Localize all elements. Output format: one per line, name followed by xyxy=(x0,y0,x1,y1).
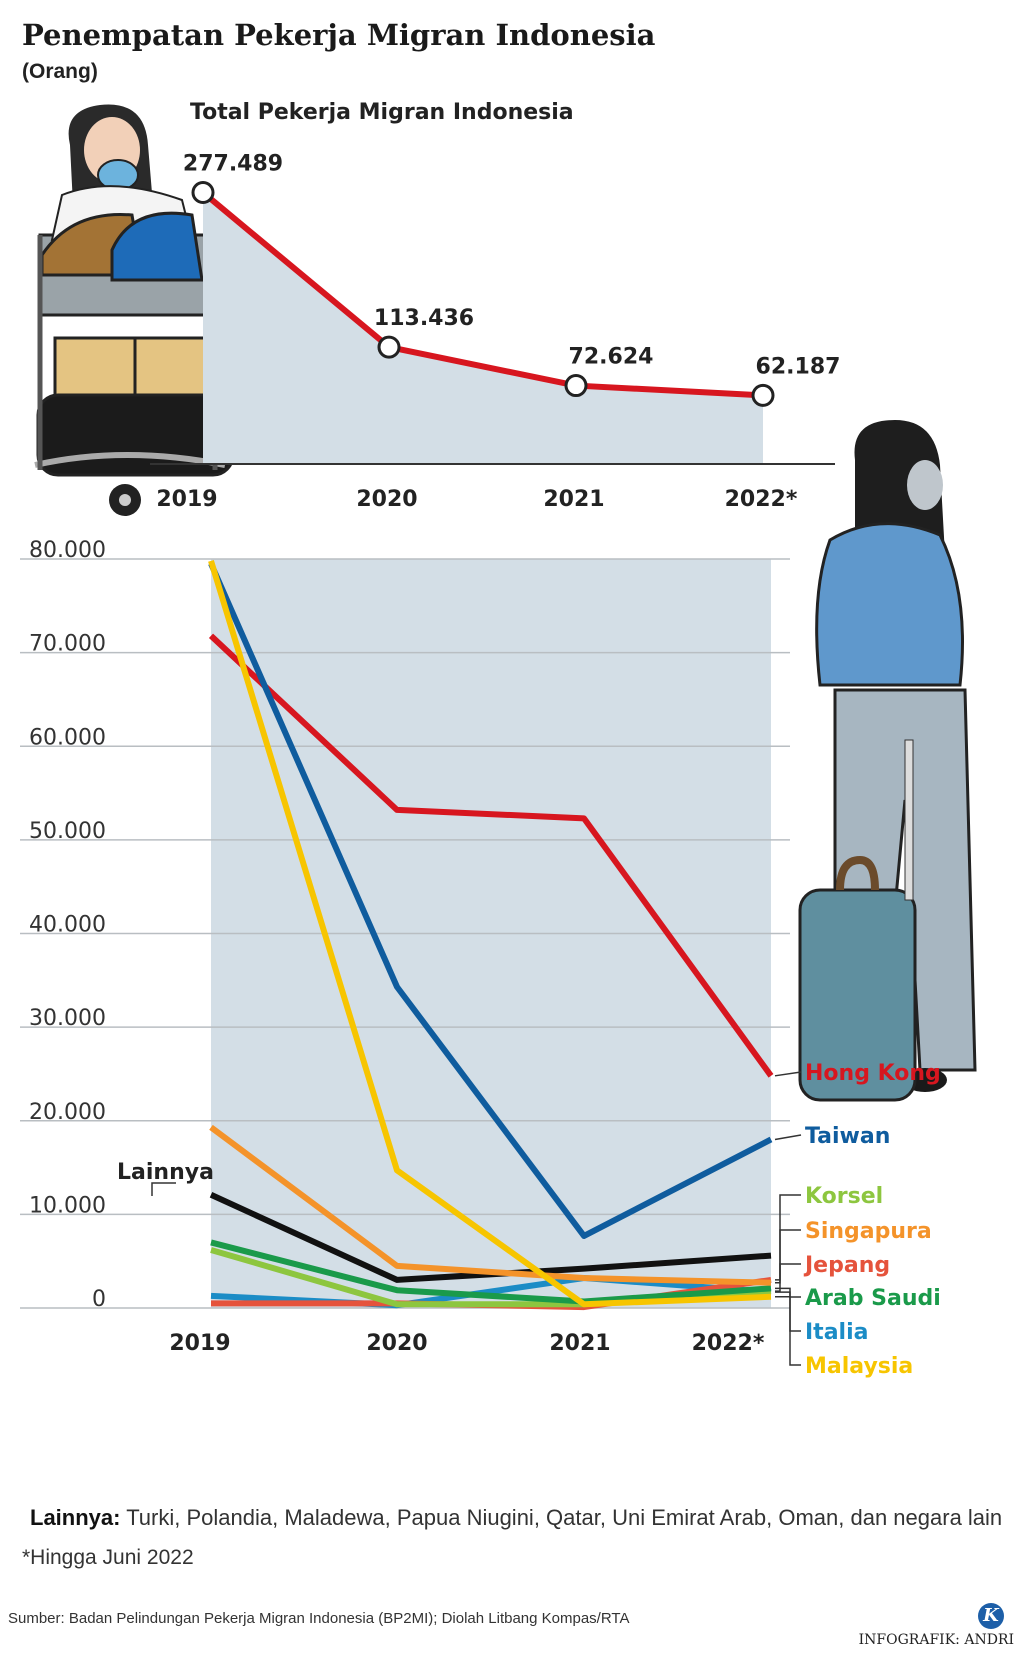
y-tick-label-0: 0 xyxy=(92,1287,106,1312)
legend-label-taiwan: Taiwan xyxy=(805,1124,890,1149)
total-point-2021 xyxy=(564,374,588,398)
destination-line-chart: 0 10.000 20.000 30.000 40.000 50.000 60.000 70.… xyxy=(20,538,941,1379)
total-year-label-2020: 2020 xyxy=(356,487,417,512)
chart-title: Penempatan Pekerja Migran Indonesia xyxy=(22,18,656,52)
total-area-fill xyxy=(203,192,763,464)
y-tick-label-60000: 60.000 xyxy=(29,725,106,750)
legend-connector-korsel xyxy=(775,1194,801,1292)
illustration-suitcase-woman xyxy=(798,420,977,1102)
series-line-taiwan xyxy=(208,562,773,1239)
legend-label-lainnya: Lainnya xyxy=(117,1160,214,1185)
series-line-hong-kong xyxy=(208,633,774,1078)
total-chart-title: Total Pekerja Migran Indonesia xyxy=(190,100,574,125)
unit-label: (Orang) xyxy=(22,60,98,83)
legend-connector-lainnya xyxy=(151,1182,176,1196)
legend-connector-singapura xyxy=(775,1229,801,1284)
total-year-label-2019: 2019 xyxy=(156,487,217,512)
kompas-logo: K xyxy=(978,1603,1004,1629)
credit-text: INFOGRAFIK: ANDRI xyxy=(858,1632,1014,1648)
lainnya-note: Lainnya: Turki, Polandia, Maladewa, Papu… xyxy=(30,1505,1002,1531)
series-line-singapura xyxy=(209,1124,772,1286)
legend-connector-italia xyxy=(775,1291,801,1332)
y-tick-label-20000: 20.000 xyxy=(29,1100,106,1125)
total-value-label-2019: 277.489 xyxy=(183,151,283,176)
legend-connector-hong-kong xyxy=(774,1071,802,1077)
total-point-2020 xyxy=(377,335,401,359)
legend-label-jepang: Jepang xyxy=(803,1253,890,1278)
x-tick-label-2019: 2019 xyxy=(169,1331,230,1356)
y-tick-label-40000: 40.000 xyxy=(29,913,106,938)
footnote: *Hingga Juni 2022 xyxy=(22,1546,194,1569)
legend-connector-jepang xyxy=(775,1263,801,1281)
y-tick-label-10000: 10.000 xyxy=(29,1193,106,1218)
total-value-label-2020: 113.436 xyxy=(374,306,474,331)
y-tick-label-30000: 30.000 xyxy=(29,1006,106,1031)
legend-label-singapura: Singapura xyxy=(805,1219,932,1244)
total-point-2022 xyxy=(751,383,775,407)
lainnya-note-label: Lainnya: xyxy=(30,1505,121,1530)
legend-label-italia: Italia xyxy=(805,1320,868,1345)
legend-connector-taiwan xyxy=(774,1134,802,1141)
series-line-arab-saudi xyxy=(210,1239,772,1305)
legend-connector-malaysia xyxy=(775,1296,801,1366)
source-text: Sumber: Badan Pelindungan Pekerja Migran… xyxy=(8,1610,630,1627)
legend-label-hong-kong: Hong Kong xyxy=(805,1061,941,1086)
total-point-2019 xyxy=(191,180,215,204)
x-tick-label-2021: 2021 xyxy=(549,1331,610,1356)
x-tick-label-2020: 2020 xyxy=(366,1331,427,1356)
total-value-label-2021: 72.624 xyxy=(569,345,654,370)
legend-label-malaysia: Malaysia xyxy=(805,1354,913,1379)
total-year-label-2022: 2022* xyxy=(725,487,798,512)
y-tick-label-50000: 50.000 xyxy=(29,819,106,844)
y-tick-label-70000: 70.000 xyxy=(29,632,106,657)
total-area-chart: 277.489 2019 113.436 2020 72.624 2021 62.187 20… xyxy=(150,100,840,512)
total-line xyxy=(201,190,764,399)
illustration-trolley-woman xyxy=(34,104,235,516)
lainnya-note-text: Turki, Polandia, Maladewa, Papua Niugini… xyxy=(126,1505,1003,1530)
x-tick-label-2022: 2022* xyxy=(692,1331,765,1356)
series-line-malaysia xyxy=(208,559,772,1308)
legend-label-korsel: Korsel xyxy=(805,1184,883,1209)
y-tick-label-80000: 80.000 xyxy=(29,538,106,563)
legend-label-arab-saudi: Arab Saudi xyxy=(805,1286,941,1311)
total-year-label-2021: 2021 xyxy=(543,487,604,512)
total-value-label-2022: 62.187 xyxy=(756,354,841,379)
